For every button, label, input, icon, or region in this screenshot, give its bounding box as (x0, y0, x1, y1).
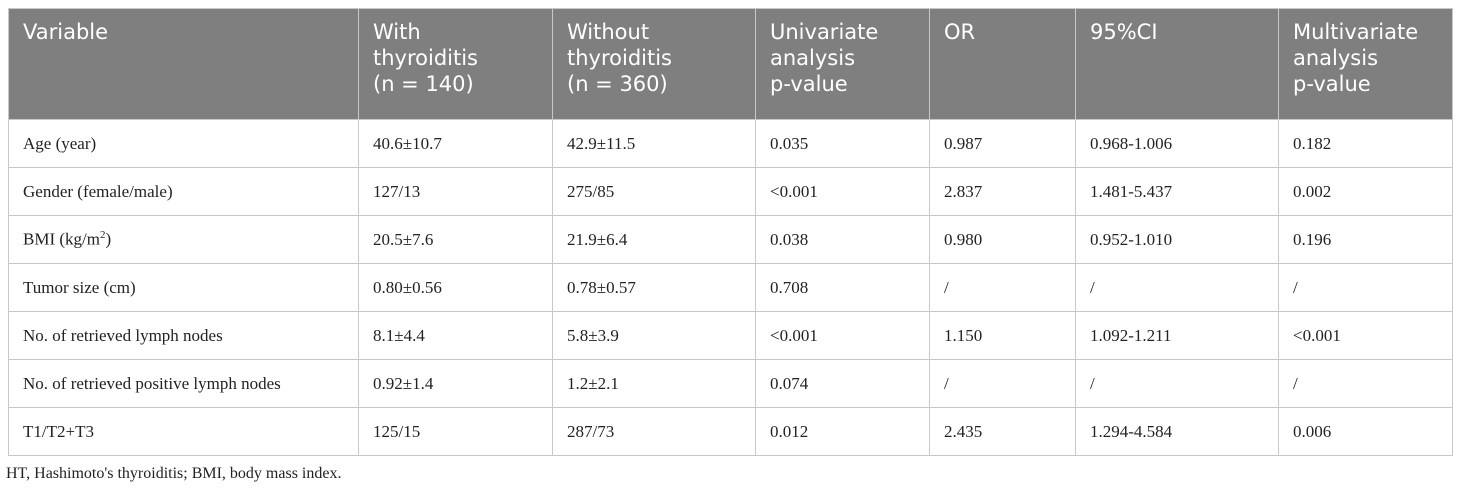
table-cell: <0.001 (1278, 311, 1453, 360)
header-line: p-value (770, 72, 848, 96)
cell-text: ) (105, 229, 112, 249)
header-cell: Without thyroiditis (n = 360) (552, 8, 756, 120)
table-body: Age (year) 40.6±10.7 42.9±11.5 0.035 0.987 0.… (8, 119, 1453, 456)
table-cell: 0.196 (1278, 215, 1453, 264)
table-cell: 20.5±7.6 (358, 215, 553, 264)
table-cell: 275/85 (552, 167, 756, 216)
table-cell: 21.9±6.4 (552, 215, 756, 264)
table-cell: / (1075, 359, 1279, 408)
table-cell: 287/73 (552, 407, 756, 456)
table-row: No. of retrieved positive lymph nodes 0.9… (8, 359, 1453, 408)
table-row: No. of retrieved lymph nodes 8.1±4.4 5.8±3… (8, 311, 1453, 360)
table-cell: 1.150 (929, 311, 1076, 360)
header-row: Variable With thyroiditis (n = 140) Without t… (8, 8, 1453, 120)
header-line: analysis (1293, 46, 1379, 70)
table-row: BMI (kg/m2) 20.5±7.6 21.9±6.4 0.038 0.980 0.9… (8, 215, 1453, 264)
header-line: Variable (23, 20, 109, 44)
table-cell: 0.182 (1278, 119, 1453, 168)
header-cell: Variable (8, 8, 359, 120)
table-cell: 0.012 (755, 407, 930, 456)
header-line: 95%CI (1090, 20, 1158, 44)
table-row: Age (year) 40.6±10.7 42.9±11.5 0.035 0.987 0.… (8, 119, 1453, 168)
header-cell: OR (929, 8, 1076, 120)
table-cell: No. of retrieved lymph nodes (8, 311, 359, 360)
header-line: analysis (770, 46, 856, 70)
header-line: thyroiditis (373, 46, 478, 70)
table-cell: 0.92±1.4 (358, 359, 553, 408)
table-cell: / (929, 359, 1076, 408)
table-cell: 2.435 (929, 407, 1076, 456)
header-cell: 95%CI (1075, 8, 1279, 120)
footnote: HT, Hashimoto's thyroiditis; BMI, body m… (6, 465, 342, 482)
table-cell: 42.9±11.5 (552, 119, 756, 168)
table-cell: <0.001 (755, 311, 930, 360)
table-cell: 40.6±10.7 (358, 119, 553, 168)
table-row: T1/T2+T3 125/15 287/73 0.012 2.435 1.294-4.58… (8, 407, 1453, 456)
table-cell: 127/13 (358, 167, 553, 216)
table-cell: No. of retrieved positive lymph nodes (8, 359, 359, 408)
table-cell: 1.2±2.1 (552, 359, 756, 408)
table-cell: BMI (kg/m2) (8, 215, 359, 264)
table-cell: / (1278, 263, 1453, 312)
table-cell: 2.837 (929, 167, 1076, 216)
table-row: Tumor size (cm) 0.80±0.56 0.78±0.57 0.708//… (8, 263, 1453, 312)
header-line: p-value (1293, 72, 1371, 96)
table-cell: 0.002 (1278, 167, 1453, 216)
table-cell: 1.092-1.211 (1075, 311, 1279, 360)
table-cell: 1.294-4.584 (1075, 407, 1279, 456)
table-cell: 1.481-5.437 (1075, 167, 1279, 216)
table-cell: 0.038 (755, 215, 930, 264)
table-cell: Tumor size (cm) (8, 263, 359, 312)
table-wrap: Variable With thyroiditis (n = 140) Without t… (6, 8, 1453, 483)
table-cell: Age (year) (8, 119, 359, 168)
table-row: Gender (female/male) 127/13 275/85 <0.001 2.… (8, 167, 1453, 216)
header-cell: Multivariate analysis p-value (1278, 8, 1453, 120)
table-cell: 0.074 (755, 359, 930, 408)
header-line: Without (567, 20, 650, 44)
table-cell: / (1278, 359, 1453, 408)
header-line: Multivariate (1293, 20, 1419, 44)
table-cell: 0.035 (755, 119, 930, 168)
table-cell: 0.980 (929, 215, 1076, 264)
header-cell: Univariate analysis p-value (755, 8, 930, 120)
header-line: OR (944, 20, 976, 44)
table-cell: 0.006 (1278, 407, 1453, 456)
table-cell: 0.78±0.57 (552, 263, 756, 312)
header-line: (n = 360) (567, 72, 668, 96)
cell-text: BMI (kg/m (23, 229, 100, 249)
header-line: Univariate (770, 20, 879, 44)
table-cell: Gender (female/male) (8, 167, 359, 216)
header-line: (n = 140) (373, 72, 474, 96)
table-cell: 8.1±4.4 (358, 311, 553, 360)
table-cell: T1/T2+T3 (8, 407, 359, 456)
table-cell: <0.001 (755, 167, 930, 216)
table-cell: 0.987 (929, 119, 1076, 168)
table-cell: 5.8±3.9 (552, 311, 756, 360)
table-cell: 125/15 (358, 407, 553, 456)
table-cell: / (1075, 263, 1279, 312)
header-line: thyroiditis (567, 46, 672, 70)
table-cell: 0.708 (755, 263, 930, 312)
table-cell: 0.80±0.56 (358, 263, 553, 312)
superscript: 2 (99, 229, 106, 242)
table-cell: 0.968-1.006 (1075, 119, 1279, 168)
header-cell: With thyroiditis (n = 140) (358, 8, 553, 120)
header-line: With (373, 20, 421, 44)
table-cell: 0.952-1.010 (1075, 215, 1279, 264)
data-table: Variable With thyroiditis (n = 140) Without t… (8, 8, 1453, 456)
table-cell: / (929, 263, 1076, 312)
